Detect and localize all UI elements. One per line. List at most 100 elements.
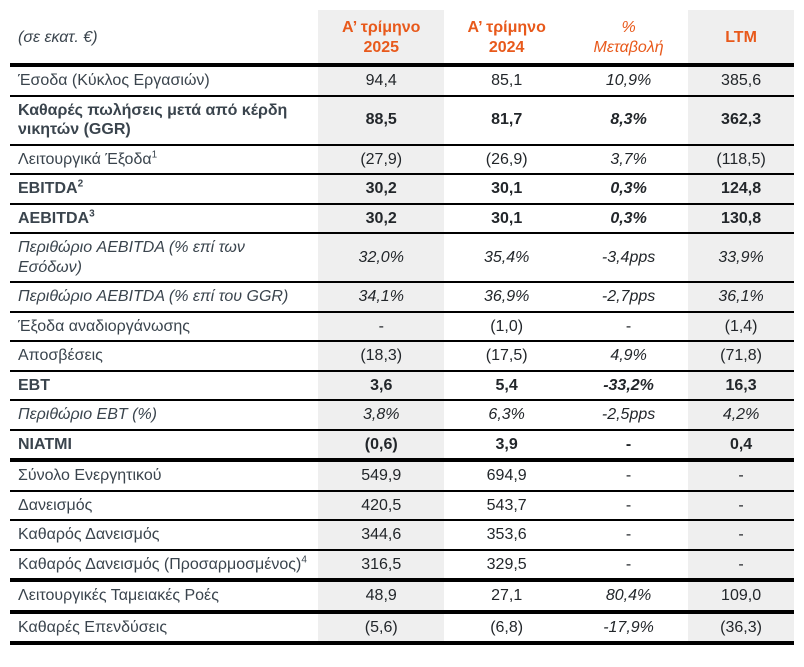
- value-q1-2025: (5,6): [318, 611, 445, 646]
- value-ltm: -: [688, 460, 794, 492]
- value-q1-2025: 344,6: [318, 520, 445, 551]
- row-label: Δανεισμός: [10, 490, 319, 522]
- value-q1-2025: 30,2: [318, 174, 445, 205]
- value-q1-2024: 27,1: [444, 580, 569, 614]
- value-pct-change: -: [568, 429, 689, 463]
- value-q1-2024: 3,9: [444, 429, 569, 463]
- value-q1-2024: (1,0): [444, 311, 569, 343]
- footnote-ref: 2: [77, 178, 84, 190]
- footnote-ref: 4: [301, 554, 307, 566]
- value-q1-2024: 329,5: [444, 549, 569, 583]
- value-pct-change: -: [568, 460, 689, 492]
- value-q1-2024: 36,9%: [444, 282, 569, 313]
- value-q1-2025: (18,3): [318, 341, 445, 372]
- value-q1-2024: 85,1: [444, 65, 569, 97]
- value-pct-change: -: [568, 520, 689, 551]
- value-q1-2024: 694,9: [444, 460, 569, 492]
- value-q1-2025: (27,9): [318, 144, 445, 176]
- row-label: Περιθώριο EBT (%): [10, 400, 319, 431]
- value-pct-change: 0,3%: [568, 174, 689, 205]
- value-q1-2024: 6,3%: [444, 400, 569, 431]
- row-label: Σύνολο Ενεργητικού: [10, 460, 319, 492]
- value-pct-change: 4,9%: [568, 341, 689, 372]
- financial-results-page: (σε εκατ. €) Α’ τρίμηνο 2025 Α’ τρίμηνο …: [10, 10, 794, 646]
- value-q1-2025: (0,6): [318, 429, 445, 463]
- value-ltm: 33,9%: [688, 233, 794, 284]
- row-label: Αποσβέσεις: [10, 341, 319, 372]
- row-label: Έσοδα (Κύκλος Εργασιών): [10, 65, 319, 97]
- table-row: Περιθώριο EBT (%) 3,8% 6,3% -2,5pps 4,2%: [10, 400, 794, 431]
- col-header-q1-2025: Α’ τρίμηνο 2025: [318, 10, 445, 68]
- value-pct-change: -2,5pps: [568, 400, 689, 431]
- col-header-pct-line1: %: [621, 19, 636, 36]
- value-pct-change: -: [568, 549, 689, 583]
- table-row: Καθαρός Δανεισμός (Προσαρμοσμένος)4 316,5…: [10, 549, 794, 583]
- footnote-ref: 3: [89, 208, 95, 220]
- value-pct-change: 0,3%: [568, 203, 689, 235]
- value-q1-2024: (6,8): [444, 611, 569, 646]
- value-q1-2025: 34,1%: [318, 282, 445, 313]
- value-ltm: 36,1%: [688, 282, 794, 313]
- unit-label: (σε εκατ. €): [10, 10, 319, 68]
- row-label: Καθαρές πωλήσεις μετά από κέρδη νικητών …: [10, 95, 319, 146]
- value-q1-2025: 32,0%: [318, 233, 445, 284]
- value-q1-2024: 5,4: [444, 370, 569, 402]
- value-ltm: 109,0: [688, 580, 794, 614]
- value-q1-2025: 3,6: [318, 370, 445, 402]
- col-header-pct-line2: Μεταβολή: [593, 38, 664, 56]
- value-q1-2024: 30,1: [444, 174, 569, 205]
- table-row: Σύνολο Ενεργητικού 549,9 694,9- -: [10, 460, 794, 492]
- value-ltm: -: [688, 549, 794, 583]
- value-q1-2024: 81,7: [444, 95, 569, 146]
- table-row: AEBITDA3 30,2 30,1 0,3% 130,8: [10, 203, 794, 235]
- row-label: EBT: [10, 370, 319, 402]
- table-row: EBITDA2 30,2 30,1 0,3% 124,8: [10, 174, 794, 205]
- value-ltm: 16,3: [688, 370, 794, 402]
- value-ltm: 385,6: [688, 65, 794, 97]
- col-header-q1-2024: Α’ τρίμηνο 2024: [444, 10, 569, 68]
- value-ltm: (118,5): [688, 144, 794, 176]
- row-label: Έξοδα αναδιοργάνωσης: [10, 311, 319, 343]
- value-q1-2024: 543,7: [444, 490, 569, 522]
- value-q1-2024: 35,4%: [444, 233, 569, 284]
- row-label: Καθαρές Επενδύσεις: [10, 611, 319, 646]
- table-row: Καθαρός Δανεισμός 344,6 353,6- -: [10, 520, 794, 551]
- col-header-ltm: LTM: [688, 10, 794, 68]
- value-pct-change: 8,3%: [568, 95, 689, 146]
- value-pct-change: -2,7pps: [568, 282, 689, 313]
- table-row: Έξοδα αναδιοργάνωσης - (1,0) - (1,4): [10, 311, 794, 343]
- row-label: Καθαρός Δανεισμός (Προσαρμοσμένος)4: [10, 549, 319, 583]
- col-header-q1-2025-line1: Α’ τρίμηνο: [342, 19, 421, 36]
- col-header-q1-2024-line1: Α’ τρίμηνο: [467, 19, 546, 36]
- row-label: Λειτουργικές Ταμειακές Ροές: [10, 580, 319, 614]
- value-pct-change: -3,4pps: [568, 233, 689, 284]
- footnote-ref: 1: [151, 149, 158, 161]
- value-ltm: 124,8: [688, 174, 794, 205]
- row-label: NIATMI: [10, 429, 319, 463]
- table-header-row: (σε εκατ. €) Α’ τρίμηνο 2025 Α’ τρίμηνο …: [10, 10, 794, 68]
- value-ltm: 362,3: [688, 95, 794, 146]
- value-q1-2025: 94,4: [318, 65, 445, 97]
- table-row: Καθαρές Επενδύσεις (5,6) (6,8) -17,9% (36,3): [10, 611, 794, 646]
- table-row: Λειτουργικά Έξοδα1 (27,9) (26,9) 3,7% (118,5…: [10, 144, 794, 176]
- value-pct-change: -17,9%: [568, 611, 689, 646]
- value-q1-2025: 30,2: [318, 203, 445, 235]
- value-q1-2024: 353,6: [444, 520, 569, 551]
- value-q1-2024: (17,5): [444, 341, 569, 372]
- value-ltm: -: [688, 490, 794, 522]
- value-q1-2025: -: [318, 311, 445, 343]
- row-label: Καθαρός Δανεισμός: [10, 520, 319, 551]
- table-body: Έσοδα (Κύκλος Εργασιών) 94,4 85,1 10,9% 385,…: [10, 65, 794, 646]
- value-q1-2025: 420,5: [318, 490, 445, 522]
- col-header-pct-change: % Μεταβολή: [568, 10, 689, 68]
- value-ltm: 0,4: [688, 429, 794, 463]
- table-row: Αποσβέσεις (18,3) (17,5) 4,9% (71,8): [10, 341, 794, 372]
- col-header-q1-2025-line2: 2025: [363, 38, 400, 56]
- value-q1-2024: 30,1: [444, 203, 569, 235]
- value-ltm: (1,4): [688, 311, 794, 343]
- row-label: EBITDA2: [10, 174, 319, 205]
- table-row: Περιθώριο AEBITDA (% επί του GGR) 34,1% 36…: [10, 282, 794, 313]
- financial-summary-table: (σε εκατ. €) Α’ τρίμηνο 2025 Α’ τρίμηνο …: [10, 10, 794, 646]
- value-ltm: 4,2%: [688, 400, 794, 431]
- value-q1-2024: (26,9): [444, 144, 569, 176]
